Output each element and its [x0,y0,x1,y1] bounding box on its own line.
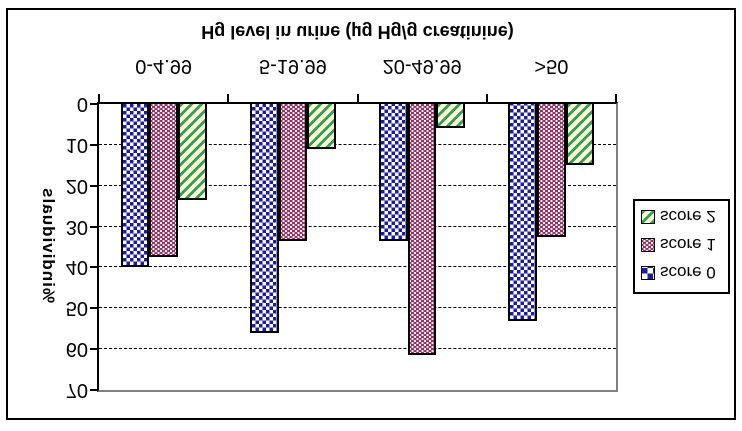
bar-score-2-cat-0 [177,102,207,200]
bar-group-0 [99,102,228,390]
plot-area: Hg level in urine (µg Hg/g creatinine) %… [39,22,618,401]
y-tick-label-30: 30 [65,215,88,238]
x-tick-1 [227,94,230,102]
gridline-60 [99,348,616,350]
chart-border-frame: Hg level in urine (µg Hg/g creatinine) %… [6,8,736,420]
y-tick-label-10: 10 [65,133,88,156]
bar-score-2-cat-2 [436,102,466,129]
bar-group-2 [358,102,487,390]
y-tick-label-20: 20 [65,174,88,197]
x-category-label-3: >50 [534,55,569,77]
gridline-40 [99,266,616,268]
bar-score-1-cat-0 [149,102,178,258]
bar-score-2-cat-3 [565,102,595,166]
y-tick-40 [90,266,97,269]
y-tick-label-50: 50 [65,297,88,320]
bar-score-2-cat-1 [307,102,336,149]
bar-group-3 [487,102,616,390]
bar-score-1-cat-2 [407,102,437,356]
x-tick-3 [485,94,488,102]
y-tick-30 [90,225,97,228]
bar-score-0-cat-2 [379,102,408,241]
x-tick-2 [356,94,359,102]
flipped-chart-container: Hg level in urine (µg Hg/g creatinine) %… [8,10,734,418]
bar-score-0-cat-0 [120,102,150,268]
x-tick-4 [615,94,617,102]
bar-score-0-cat-3 [508,102,537,321]
legend-item-score-0: score 0 [641,260,728,286]
gridline-50 [99,307,616,309]
y-tick-label-40: 40 [65,256,88,279]
y-tick-0 [90,103,97,105]
legend-item-score-2: score 2 [641,204,728,230]
y-tick-label-70: 70 [65,379,88,401]
y-tick-50 [90,307,97,310]
legend-item-score-1: score 1 [641,232,728,258]
bar-score-1-cat-1 [278,102,308,241]
legend-label: score 2 [660,207,716,227]
legend-label: score 0 [660,263,716,283]
x-category-label-0: 0-4.99 [135,55,192,77]
bar-group-1 [228,102,357,390]
x-tick-0 [98,94,100,102]
legend: score 0 score 1 score 2 [633,199,730,294]
legend-swatch-score-0-icon [641,266,655,280]
bar-score-1-cat-3 [537,102,566,237]
axis-title-hg-level: Hg level in urine (µg Hg/g creatinine) [201,22,514,42]
x-category-label-1: 5-19.99 [258,55,327,77]
legend-label: score 1 [660,235,716,255]
y-tick-10 [90,143,97,146]
y-tick-70 [90,389,97,391]
y-tick-60 [90,348,97,351]
x-category-label-2: 20-49.99 [382,55,462,77]
y-tick-label-60: 60 [65,338,88,361]
legend-swatch-score-1-icon [641,238,655,252]
y-tick-20 [90,184,97,187]
y-tick-label-0: 0 [76,93,88,115]
bar-score-0-cat-1 [249,102,279,333]
legend-swatch-score-2-icon [641,210,655,224]
